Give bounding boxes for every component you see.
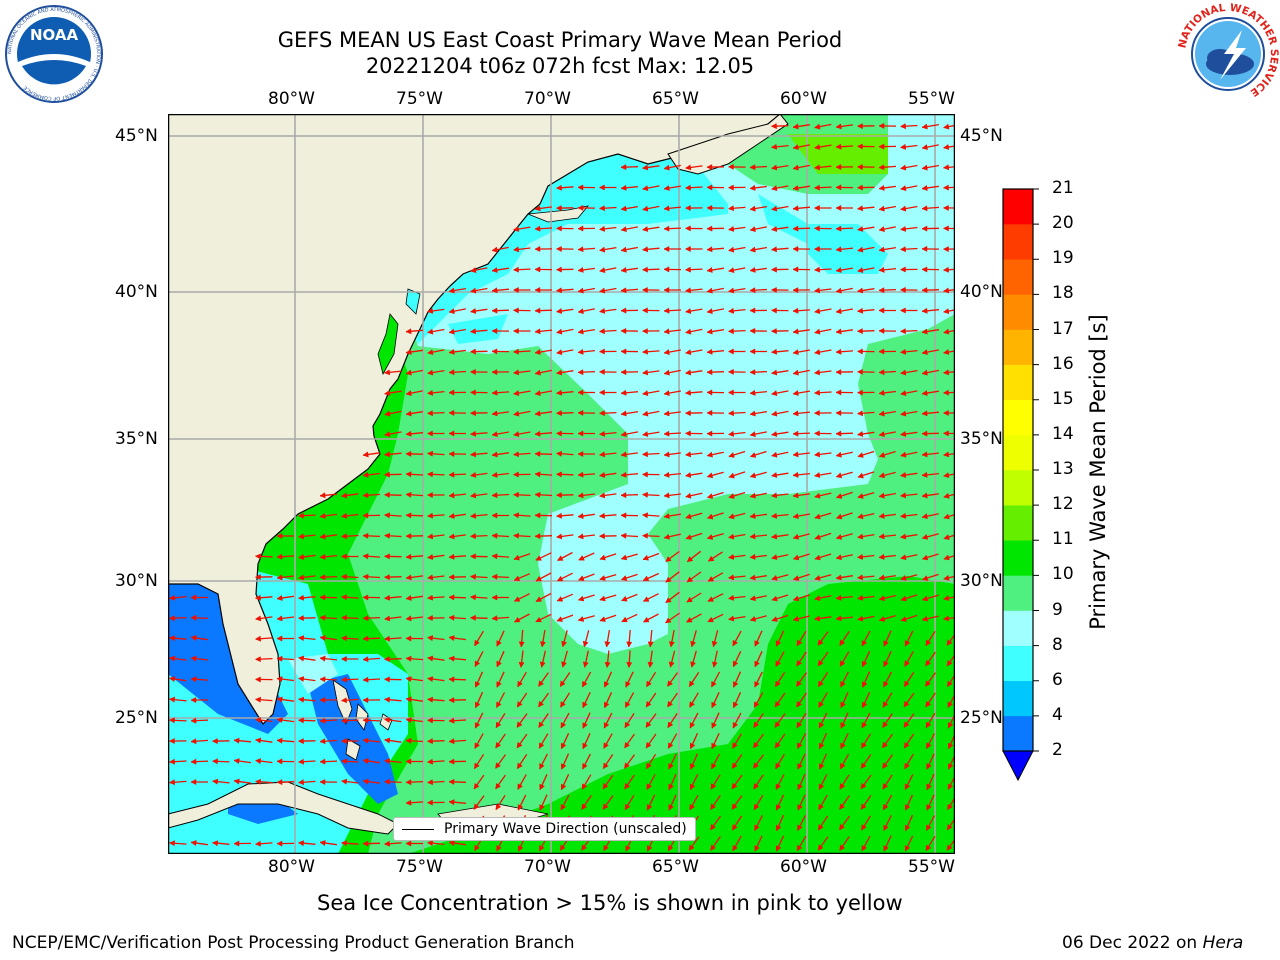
colorbar-label: Primary Wave Mean Period [s] <box>1086 314 1110 630</box>
colorbar-tick-label: 20 <box>1052 213 1074 234</box>
wave-period-map <box>168 114 955 854</box>
lon-tick-bottom-5: 55°W <box>908 857 955 877</box>
colorbar-tick-label: 6 <box>1052 669 1063 690</box>
colorbar-label-text: Primary Wave Mean Period [s] <box>1086 314 1110 630</box>
noaa-logo: NOAA NATIONAL OCEANIC AND ATMOSPHERIC AD… <box>5 5 103 103</box>
colorbar-segment <box>1003 364 1033 401</box>
chart-title: GEFS MEAN US East Coast Primary Wave Mea… <box>160 27 960 79</box>
colorbar-segment <box>1003 610 1033 646</box>
colorbar-segment <box>1003 540 1033 576</box>
lon-tick-bottom-0: 80°W <box>268 857 315 877</box>
land-north-america <box>168 114 781 725</box>
colorbar-tick-label: 8 <box>1052 634 1063 655</box>
sea-ice-note: Sea Ice Concentration > 15% is shown in … <box>317 891 903 915</box>
lat-tick-left-4: 25°N <box>115 708 158 728</box>
footer-date: 06 Dec 2022 on <box>1062 933 1203 953</box>
colorbar-segment <box>1003 224 1033 260</box>
lon-tick-bottom-3: 65°W <box>652 857 699 877</box>
colorbar-tick-label: 16 <box>1052 353 1074 374</box>
colorbar-segment <box>1003 470 1033 506</box>
colorbar-tick-label: 19 <box>1052 248 1074 269</box>
lon-tick-bottom-2: 70°W <box>524 857 571 877</box>
colorbar-tick-label: 15 <box>1052 388 1074 409</box>
colorbar-segment <box>1003 680 1033 717</box>
colorbar-segment <box>1003 259 1033 295</box>
lat-tick-right-0: 45°N <box>960 126 1003 146</box>
lon-tick-top-4: 60°W <box>780 89 827 109</box>
colorbar-tick-label: 9 <box>1052 599 1063 620</box>
colorbar-tick-label: 17 <box>1052 318 1074 339</box>
lon-tick-top-0: 80°W <box>268 89 315 109</box>
colorbar-segment <box>1003 575 1033 611</box>
colorbar-tick-label: 18 <box>1052 283 1074 304</box>
colorbar-tick-label: 11 <box>1052 529 1074 550</box>
colorbar-tick-label: 12 <box>1052 494 1074 515</box>
lon-tick-top-1: 75°W <box>396 89 443 109</box>
lat-tick-left-3: 30°N <box>115 571 158 591</box>
colorbar-tick-label: 2 <box>1052 740 1063 760</box>
lat-tick-left-0: 45°N <box>115 126 158 146</box>
lat-tick-right-1: 40°N <box>960 282 1003 302</box>
lat-tick-left-2: 35°N <box>115 429 158 449</box>
lat-tick-right-3: 30°N <box>960 571 1003 591</box>
colorbar-tick-label: 14 <box>1052 423 1074 444</box>
colorbar-segment <box>1003 645 1033 682</box>
footer-machine: Hera <box>1202 933 1244 953</box>
colorbar-tick-label: 21 <box>1052 178 1074 198</box>
lon-tick-top-3: 65°W <box>652 89 699 109</box>
title-line-1: GEFS MEAN US East Coast Primary Wave Mea… <box>277 28 843 52</box>
land-nova-scotia <box>667 114 789 175</box>
title-line-2: 20221204 t06z 072h fcst Max: 12.05 <box>365 54 755 78</box>
colorbar-segment <box>1003 505 1033 541</box>
colorbar-segment <box>1003 294 1033 330</box>
lat-tick-right-2: 35°N <box>960 429 1003 449</box>
colorbar-segment <box>1003 715 1033 752</box>
colorbar-segment <box>1003 189 1033 225</box>
lon-tick-bottom-1: 75°W <box>396 857 443 877</box>
colorbar-segment <box>1003 399 1033 436</box>
lon-tick-top-2: 70°W <box>524 89 571 109</box>
legend-line-swatch <box>402 828 434 830</box>
colorbar-tick-label: 13 <box>1052 459 1074 479</box>
footer-left: NCEP/EMC/Verification Post Processing Pr… <box>12 933 575 953</box>
colorbar <box>1002 188 1039 782</box>
footer-right: 06 Dec 2022 on Hera <box>1062 933 1243 953</box>
map-legend: Primary Wave Direction (unscaled) <box>393 817 696 841</box>
colorbar-segment <box>1003 329 1033 365</box>
lat-tick-left-1: 40°N <box>115 282 158 302</box>
noaa-logo-text: NOAA <box>30 26 79 44</box>
legend-label: Primary Wave Direction (unscaled) <box>444 821 687 837</box>
colorbar-segment <box>1003 434 1033 471</box>
lon-tick-bottom-4: 60°W <box>780 857 827 877</box>
colorbar-tick-label: 10 <box>1052 564 1074 585</box>
lat-tick-right-4: 25°N <box>960 708 1003 728</box>
lon-tick-top-5: 55°W <box>908 89 955 109</box>
colorbar-tick-label: 4 <box>1052 704 1063 725</box>
nws-logo: NATIONAL WEATHER SERVICE <box>1176 2 1280 104</box>
